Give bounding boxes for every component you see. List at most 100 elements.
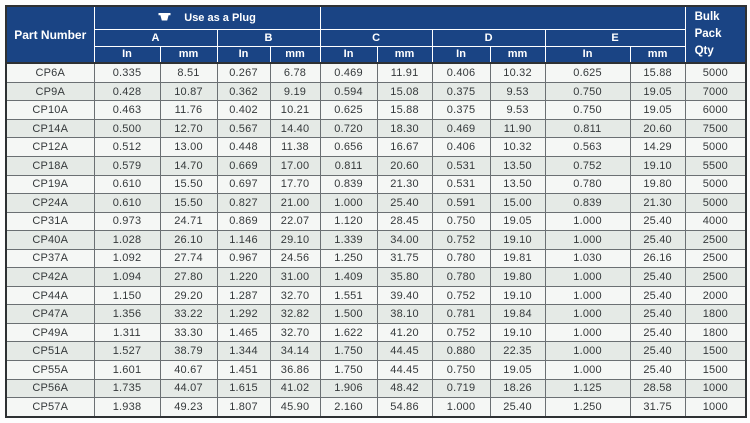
cell-bulk_qty: 5000 <box>684 174 747 195</box>
cell-a_in: 1.094 <box>93 267 161 287</box>
unit-header-e-in: In <box>544 45 631 64</box>
cell-d_mm: 19.05 <box>489 359 546 380</box>
cell-c_mm: 34.00 <box>376 230 433 250</box>
cell-b_in: 1.220 <box>216 267 271 287</box>
cell-d_in: 0.531 <box>431 155 491 176</box>
spec-table: Part Number Use as a Plug Bulk Pack <box>5 5 748 418</box>
cell-d_in: 0.375 <box>431 100 491 120</box>
cell-c_in: 1.622 <box>319 322 378 343</box>
cell-c_in: 1.000 <box>319 193 378 213</box>
cell-c_mm: 38.10 <box>376 304 433 324</box>
cell-c_in: 0.656 <box>319 137 378 157</box>
cell-d_in: 0.719 <box>431 378 491 399</box>
cell-a_mm: 40.67 <box>159 359 218 380</box>
cell-e_in: 1.000 <box>544 359 631 380</box>
table-row: CP31A 0.973 24.71 0.869 22.07 1.120 28.45 0.750… <box>5 211 747 232</box>
cell-c_mm: 31.75 <box>376 248 433 269</box>
cell-d_in: 0.752 <box>431 285 491 306</box>
table-row: CP56A 1.735 44.07 1.615 41.02 1.906 48.42 0.719… <box>5 378 747 399</box>
cell-d_in: 0.752 <box>431 230 491 250</box>
cell-a_mm: 29.20 <box>159 285 218 306</box>
cell-d_in: 0.880 <box>431 341 491 361</box>
cell-b_in: 1.451 <box>216 359 271 380</box>
cell-e_mm: 28.58 <box>629 378 686 399</box>
cell-e_mm: 25.40 <box>629 211 686 232</box>
cell-e_in: 0.752 <box>544 155 631 176</box>
cell-c_in: 2.160 <box>319 397 378 418</box>
cell-a_mm: 13.00 <box>159 137 218 157</box>
cell-part_number: CP55A <box>5 359 95 380</box>
cell-c_in: 1.551 <box>319 285 378 306</box>
cell-e_mm: 20.60 <box>629 118 686 139</box>
cell-e_mm: 19.05 <box>629 81 686 102</box>
cell-a_in: 1.311 <box>93 322 161 343</box>
cell-c_mm: 44.45 <box>376 359 433 380</box>
cell-b_in: 1.807 <box>216 397 271 418</box>
cell-a_mm: 24.71 <box>159 211 218 232</box>
cell-part_number: CP10A <box>5 100 95 120</box>
cell-a_in: 0.428 <box>93 81 161 102</box>
plug-icon <box>158 12 171 24</box>
cell-c_in: 1.906 <box>319 378 378 399</box>
cell-part_number: CP47A <box>5 304 95 324</box>
cell-a_in: 0.579 <box>93 155 161 176</box>
cell-part_number: CP6A <box>5 62 95 83</box>
cell-d_in: 0.780 <box>431 267 491 287</box>
cell-e_mm: 25.40 <box>629 267 686 287</box>
cell-a_mm: 12.70 <box>159 118 218 139</box>
cell-a_in: 1.028 <box>93 230 161 250</box>
cell-e_in: 1.000 <box>544 230 631 250</box>
cell-e_mm: 25.40 <box>629 304 686 324</box>
dim-group-c: C <box>319 28 433 47</box>
header-spacer <box>319 5 686 30</box>
cell-b_mm: 34.14 <box>269 341 321 361</box>
table-row: CP55A 1.601 40.67 1.451 36.86 1.750 44.45 0.750… <box>5 359 747 380</box>
cell-d_mm: 13.50 <box>489 174 546 195</box>
cell-a_mm: 10.87 <box>159 81 218 102</box>
cell-c_mm: 11.91 <box>376 62 433 83</box>
cell-e_mm: 15.88 <box>629 62 686 83</box>
cell-c_in: 0.720 <box>319 118 378 139</box>
cell-a_mm: 49.23 <box>159 397 218 418</box>
cell-bulk_qty: 4000 <box>684 211 747 232</box>
cell-bulk_qty: 2000 <box>684 285 747 306</box>
cell-part_number: CP14A <box>5 118 95 139</box>
cell-a_in: 0.610 <box>93 193 161 213</box>
cell-a_in: 1.092 <box>93 248 161 269</box>
cell-d_mm: 19.84 <box>489 304 546 324</box>
cell-part_number: CP57A <box>5 397 95 418</box>
cell-bulk_qty: 2500 <box>684 267 747 287</box>
dim-group-b: B <box>216 28 321 47</box>
cell-e_mm: 14.29 <box>629 137 686 157</box>
cell-b_in: 0.267 <box>216 62 271 83</box>
cell-d_mm: 19.10 <box>489 230 546 250</box>
cell-part_number: CP44A <box>5 285 95 306</box>
unit-header-a-mm: mm <box>159 45 218 64</box>
cell-e_in: 1.030 <box>544 248 631 269</box>
cell-d_mm: 10.32 <box>489 137 546 157</box>
unit-header-d-in: In <box>431 45 491 64</box>
cell-e_in: 1.000 <box>544 341 631 361</box>
cell-e_in: 0.563 <box>544 137 631 157</box>
table-row: CP42A 1.094 27.80 1.220 31.00 1.409 35.80 0.780… <box>5 267 747 287</box>
cell-b_in: 1.292 <box>216 304 271 324</box>
cell-part_number: CP18A <box>5 155 95 176</box>
table-row: CP12A 0.512 13.00 0.448 11.38 0.656 16.67 0.406… <box>5 137 747 157</box>
cell-c_in: 1.409 <box>319 267 378 287</box>
cell-a_mm: 14.70 <box>159 155 218 176</box>
cell-bulk_qty: 1000 <box>684 378 747 399</box>
cell-b_in: 1.146 <box>216 230 271 250</box>
cell-c_in: 1.339 <box>319 230 378 250</box>
table-row: CP40A 1.028 26.10 1.146 29.10 1.339 34.00 0.752… <box>5 230 747 250</box>
unit-header-b-mm: mm <box>269 45 321 64</box>
cell-part_number: CP56A <box>5 378 95 399</box>
cell-a_in: 0.973 <box>93 211 161 232</box>
cell-a_mm: 15.50 <box>159 193 218 213</box>
cell-bulk_qty: 1500 <box>684 341 747 361</box>
unit-header-c-in: In <box>319 45 378 64</box>
cell-a_mm: 33.30 <box>159 322 218 343</box>
cell-a_mm: 11.76 <box>159 100 218 120</box>
cell-e_in: 0.625 <box>544 62 631 83</box>
table-row: CP24A 0.610 15.50 0.827 21.00 1.000 25.40 0.591… <box>5 193 747 213</box>
